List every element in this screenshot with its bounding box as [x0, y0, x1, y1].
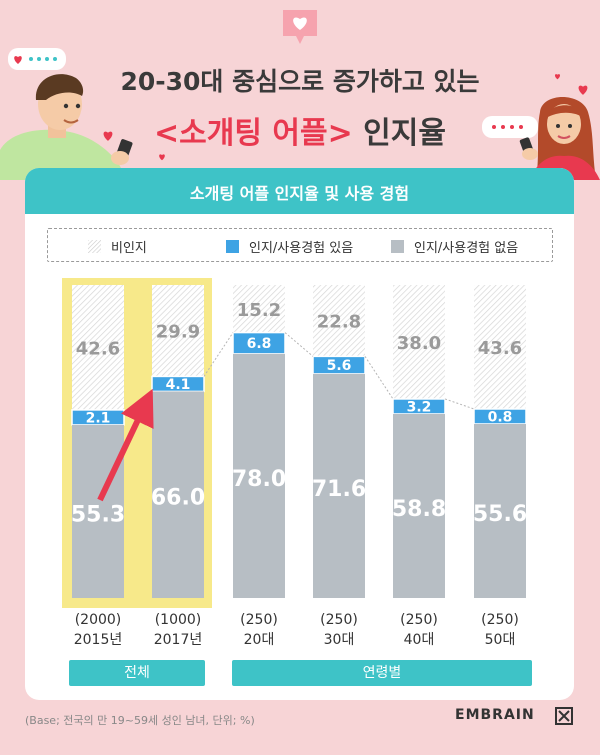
- connector-line-2: [284, 332, 314, 357]
- data-label-aware-not-used-1: 66.0: [151, 486, 205, 511]
- brand-mark-icon: [555, 707, 573, 725]
- dots-icon: [492, 125, 523, 129]
- bar-aware-not-used-4: [393, 413, 445, 598]
- heart-icon: [554, 74, 561, 80]
- connector-line-1: [203, 332, 234, 377]
- group-label-by-age: 연령별: [232, 660, 532, 686]
- tick-base-2: (250): [240, 612, 278, 628]
- data-label-aware-used-3: 5.6: [327, 358, 352, 374]
- heart-icon: [159, 154, 165, 161]
- data-label-unaware-4: 38.0: [397, 333, 441, 354]
- page-title-line2: <소개팅 어플> 인지율: [0, 108, 600, 152]
- data-label-aware-not-used-5: 55.6: [473, 502, 527, 527]
- data-label-unaware-0: 42.6: [76, 338, 120, 359]
- data-label-aware-used-1: 4.1: [166, 377, 191, 393]
- footnote: (Base; 전국의 만 19~59세 성인 남녀, 단위; %): [25, 714, 255, 727]
- legend-item-unaware: 비인지: [88, 237, 147, 256]
- legend-label-unaware: 비인지: [111, 241, 147, 256]
- tick-base-3: (250): [320, 612, 358, 628]
- legend-swatch-aware-not-used: [391, 240, 404, 253]
- data-label-aware-used-2: 6.8: [247, 336, 272, 352]
- tick-label-1: 2017년: [154, 632, 203, 648]
- bar-unaware-5: [474, 285, 526, 409]
- bar-aware-not-used-1: [152, 391, 204, 598]
- tick-label-4: 40대: [404, 632, 435, 648]
- data-label-aware-not-used-2: 78.0: [232, 467, 286, 492]
- chart-title: 소개팅 어플 인지율 및 사용 경험: [189, 184, 410, 203]
- tick-label-3: 30대: [324, 632, 355, 648]
- bar-unaware-1: [152, 285, 204, 377]
- group-label-total: 전체: [69, 660, 205, 686]
- man-illustration: [0, 74, 133, 180]
- data-label-unaware-1: 29.9: [156, 322, 200, 343]
- data-label-aware-not-used-4: 58.8: [392, 497, 446, 522]
- legend-item-aware-used: 인지/사용경험 있음: [226, 237, 353, 256]
- tick-label-0: 2015년: [74, 632, 123, 648]
- legend-swatch-unaware: [88, 240, 101, 253]
- tick-label-2: 20대: [244, 632, 275, 648]
- tick-base-0: (2000): [75, 612, 122, 628]
- legend-label-aware-not-used: 인지/사용경험 없음: [414, 241, 519, 256]
- bar-unaware-0: [72, 285, 124, 410]
- bar-unaware-4: [393, 285, 445, 399]
- heart-icon: [103, 131, 113, 141]
- data-label-unaware-5: 43.6: [478, 338, 522, 359]
- tick-base-4: (250): [400, 612, 438, 628]
- bar-unaware-2: [233, 285, 285, 333]
- chart-legend: 비인지 인지/사용경험 있음 인지/사용경험 없음: [47, 228, 553, 262]
- connector-line-4: [444, 398, 475, 410]
- bar-aware-not-used-5: [474, 423, 526, 598]
- trend-arrow: [97, 388, 154, 502]
- bar-aware-not-used-3: [313, 373, 365, 598]
- bar-aware-not-used-0: [72, 424, 124, 598]
- dots-icon: [29, 57, 57, 61]
- tick-base-5: (250): [481, 612, 519, 628]
- data-label-aware-used-5: 0.8: [488, 409, 513, 425]
- heart-icon: [14, 56, 22, 64]
- bar-aware-not-used-2: [233, 353, 285, 598]
- data-label-unaware-2: 15.2: [237, 300, 281, 321]
- card-header: 소개팅 어플 인지율 및 사용 경험: [25, 168, 574, 214]
- title-accent: <소개팅 어플>: [154, 116, 353, 151]
- tick-base-1: (1000): [155, 612, 202, 628]
- brand-logo: EMBRAIN: [455, 707, 535, 723]
- data-label-aware-not-used-3: 71.6: [312, 477, 366, 502]
- data-label-aware-used-0: 2.1: [86, 410, 111, 426]
- data-label-aware-not-used-0: 55.3: [71, 502, 125, 527]
- heart-badge-icon: [283, 10, 317, 44]
- legend-swatch-aware-used: [226, 240, 239, 253]
- bar-unaware-3: [313, 285, 365, 357]
- legend-label-aware-used: 인지/사용경험 있음: [249, 241, 354, 256]
- data-label-aware-used-4: 3.2: [407, 399, 432, 415]
- title-rest: 인지율: [352, 116, 446, 151]
- tick-label-5: 50대: [485, 632, 516, 648]
- connector-line-3: [364, 356, 394, 400]
- heart-icon: [578, 85, 588, 95]
- legend-item-aware-not-used: 인지/사용경험 없음: [391, 237, 518, 256]
- data-label-unaware-3: 22.8: [317, 312, 361, 333]
- page-title-line1: 20-30대 중심으로 증가하고 있는: [120, 67, 480, 96]
